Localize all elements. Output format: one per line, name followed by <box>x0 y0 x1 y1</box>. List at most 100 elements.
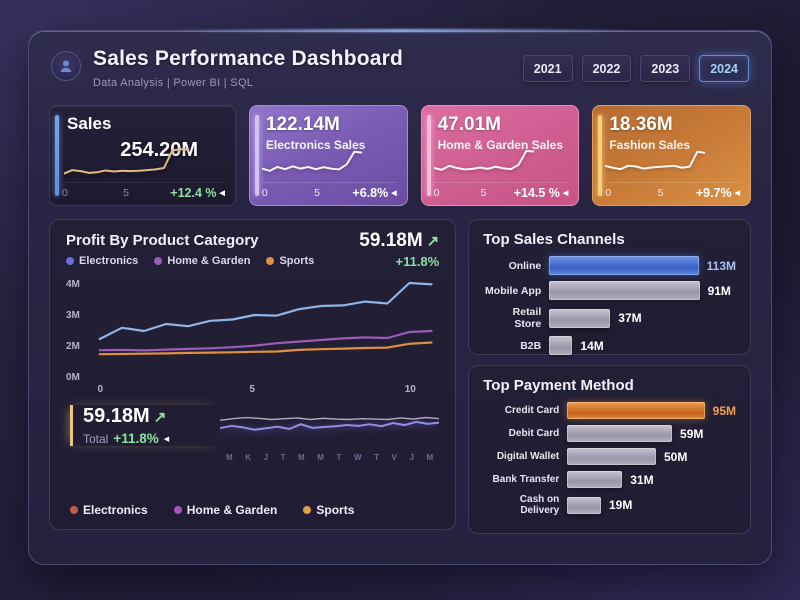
triangle-marker-icon: ◀ <box>734 189 741 197</box>
digital-wallet-bar[interactable] <box>567 448 656 465</box>
panel-title: Profit By Product Category <box>66 232 259 249</box>
month-tick-label: T <box>280 453 286 462</box>
bar-label: Debit Card <box>508 428 560 439</box>
b2b-bar[interactable] <box>549 336 573 355</box>
kpi-card-electronics[interactable]: 122.14M Electronics Sales 0 5 +6.8% ◀ <box>248 105 408 206</box>
legend-dot-icon <box>154 257 163 265</box>
x-tick-label: 5 <box>249 384 255 395</box>
y-tick-label: 0M <box>66 372 80 383</box>
kpi-change-value: +9.7% <box>695 185 732 200</box>
retail-store-bar[interactable] <box>549 308 611 328</box>
month-tick-label: M <box>426 453 434 462</box>
chart-legend: Electronics Home & Garden Sports <box>66 255 314 267</box>
stat-change: +11.8% <box>395 254 440 269</box>
kpi-card-row: Sales 254.20M 0 5 +12.4 % ◀ 122.14M Elec… <box>49 105 752 206</box>
sparkline-chart <box>605 147 705 179</box>
year-button-2021[interactable]: 2021 <box>522 55 573 82</box>
x-tick-label: 0 <box>433 186 440 199</box>
person-icon <box>60 60 72 72</box>
main-content-row: Profit By Product Category Electronics H… <box>49 219 751 534</box>
kpi-change-badge: +9.7% ◀ <box>696 186 740 200</box>
x-tick-label: 0 <box>62 186 68 199</box>
online-bar[interactable] <box>549 256 699 275</box>
legend-item-sports[interactable]: Sports <box>303 503 354 517</box>
month-tick-label: M <box>317 453 324 462</box>
kpi-change-badge: +6.8% ◀ <box>352 186 396 200</box>
triangle-marker-icon: ◀ <box>562 189 569 197</box>
legend-item-home-garden[interactable]: Home & Garden <box>173 503 278 517</box>
debit-card-bar[interactable] <box>567 425 673 442</box>
bar-row-digital-wallet: Digital Wallet 50M <box>483 448 736 465</box>
bar-value: 37M <box>618 311 642 325</box>
card-accent-bar <box>426 115 431 196</box>
profit-by-category-panel: Profit By Product Category Electronics H… <box>49 219 457 530</box>
bank-transfer-bar[interactable] <box>567 471 623 488</box>
kpi-card-sales[interactable]: Sales 254.20M 0 5 +12.4 % ◀ <box>49 105 236 206</box>
bar-value: 91M <box>707 283 731 298</box>
page-subtitle: Data Analysis | Power BI | SQL <box>93 77 254 89</box>
total-label: Total <box>83 431 109 446</box>
header: Sales Performance Dashboard Data Analysi… <box>29 31 771 97</box>
kpi-card-fashion[interactable]: 18.36M Fashion Sales 0 5 +9.7% ◀ <box>592 105 752 206</box>
legend-item-home-garden[interactable]: Home & Garden <box>154 255 250 267</box>
month-tick-label: W <box>353 453 362 462</box>
month-tick-label: T <box>374 453 379 462</box>
credit-card-bar[interactable] <box>567 402 705 419</box>
bar-label: B2B <box>520 339 542 352</box>
bar-row-debit-card: Debit Card 59M <box>483 425 736 442</box>
x-tick-label: 5 <box>314 186 320 199</box>
year-button-2022[interactable]: 2022 <box>581 55 632 82</box>
kpi-title: Sales <box>67 114 112 133</box>
plot-area[interactable] <box>94 279 439 383</box>
mobile-app-bar[interactable] <box>549 281 700 300</box>
series-line-electronics[interactable] <box>100 283 432 339</box>
bar-row-credit-card: Credit Card 95M <box>483 402 736 419</box>
bar-value: 50M <box>664 449 688 464</box>
sparkline-chart <box>434 147 534 179</box>
x-axis: 0 5 10 <box>94 383 439 397</box>
y-tick-label: 3M <box>66 310 80 321</box>
top-sales-channels-panel: Top Sales Channels Online 113M Mobile Ap… <box>468 219 751 355</box>
cash-on-delivery-bar[interactable] <box>567 496 601 514</box>
year-button-2023[interactable]: 2023 <box>640 55 691 82</box>
legend-dot-icon <box>173 506 182 514</box>
legend-label: Sports <box>279 255 315 267</box>
card-accent-bar <box>598 115 603 196</box>
user-avatar[interactable] <box>51 51 81 81</box>
legend-item-electronics[interactable]: Electronics <box>66 255 138 267</box>
kpi-label: Electronics Sales <box>265 138 366 152</box>
legend-label: Home & Garden <box>186 503 278 517</box>
legend-label: Electronics <box>79 255 139 267</box>
panel-title: Top Sales Channels <box>483 231 625 248</box>
mini-sparkline-chart <box>220 407 439 451</box>
bar-row-cash-on-delivery: Cash on Delivery 19M <box>483 494 736 516</box>
x-tick-label: 0 <box>605 186 612 199</box>
kpi-label: Fashion Sales <box>609 138 691 152</box>
kpi-change-value: +6.8% <box>352 185 389 200</box>
legend-dot-icon <box>66 257 74 265</box>
kpi-footer: 0 5 +14.5 % ◀ <box>433 182 569 202</box>
bar-row-retail-store: Retail Store 37M <box>483 306 736 330</box>
bar-chart: Credit Card 95M Debit Card 59M <box>483 402 736 516</box>
year-button-2024[interactable]: 2024 <box>699 55 749 82</box>
kpi-card-home-garden[interactable]: 47.01M Home & Garden Sales 0 5 +14.5 % ◀ <box>420 105 580 206</box>
series-line-sports[interactable] <box>100 343 432 355</box>
bar-value: 14M <box>580 338 604 353</box>
kpi-value: 47.01M <box>437 114 501 135</box>
bar-row-b2b: B2B 14M <box>483 336 736 355</box>
card-accent-bar <box>55 115 59 196</box>
legend-item-sports[interactable]: Sports <box>266 255 314 267</box>
series-line-home-garden[interactable] <box>100 331 432 350</box>
stat-value: 59.18M <box>359 230 423 251</box>
triangle-marker-icon: ◀ <box>163 435 170 443</box>
page-title: Sales Performance Dashboard <box>93 47 404 70</box>
dashboard-frame: Sales Performance Dashboard Data Analysi… <box>28 30 772 565</box>
bar-value: 19M <box>608 498 633 512</box>
bar-value: 113M <box>706 258 736 273</box>
legend-item-electronics[interactable]: Electronics <box>70 503 148 517</box>
bar-label: Bank Transfer <box>492 474 560 485</box>
sparkline-chart <box>262 147 362 179</box>
x-tick-label: 5 <box>123 186 129 199</box>
